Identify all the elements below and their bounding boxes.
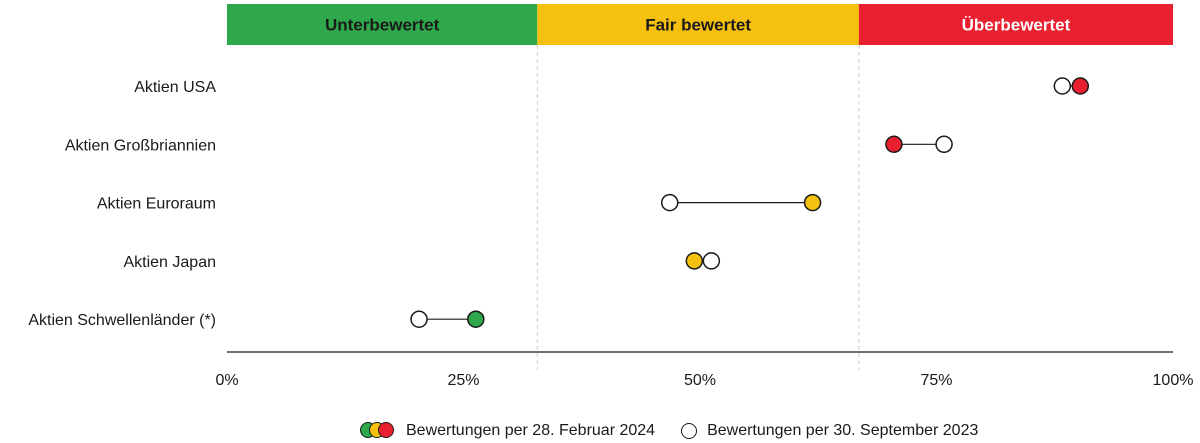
legend-red-dot-icon xyxy=(378,422,394,438)
zone-dividers xyxy=(536,45,860,370)
zone-label-1: Fair bewertet xyxy=(645,16,751,35)
legend-current-swatches xyxy=(360,422,400,440)
legend-current-label: Bewertungen per 28. Februar 2024 xyxy=(406,422,656,439)
x-tick-label-4: 100% xyxy=(1153,372,1194,389)
previous-point-2 xyxy=(660,193,679,212)
x-axis-ticks: 0% 25% 50% 75% 100% xyxy=(215,372,1193,389)
zone-band-1 xyxy=(537,4,859,45)
current-point-4 xyxy=(467,310,485,328)
category-label-1: Aktien Großbriannien xyxy=(65,137,216,154)
zone-label-0: Unterbewertet xyxy=(325,16,440,35)
category-label-3: Aktien Japan xyxy=(123,254,216,271)
valuation-chart: Unterbewertet Fair bewertet Überbewertet A… xyxy=(28,4,1193,389)
current-point-1 xyxy=(885,135,903,154)
current-point-3 xyxy=(685,252,704,270)
zone-label-2: Überbewertet xyxy=(962,16,1071,35)
current-point-0 xyxy=(1071,77,1090,95)
x-tick-label-3: 75% xyxy=(920,372,952,389)
legend: Bewertungen per 28. Februar 2024 Bewertu… xyxy=(360,419,1004,443)
legend-previous-label: Bewertungen per 30. September 2023 xyxy=(707,422,979,439)
x-tick-label-2: 50% xyxy=(684,372,716,389)
x-tick-label-1: 25% xyxy=(447,372,479,389)
previous-point-0 xyxy=(1053,77,1072,95)
zone-band-0 xyxy=(227,4,538,45)
category-rows: Aktien USA Aktien Großbriannien Aktien Eur… xyxy=(28,77,1090,329)
zone-band-2 xyxy=(858,4,1173,45)
previous-point-1 xyxy=(935,135,953,154)
valuation-zones: Unterbewertet Fair bewertet Überbewertet xyxy=(227,4,1173,45)
category-label-4: Aktien Schwellenländer (*) xyxy=(28,312,216,329)
x-tick-label-0: 0% xyxy=(215,372,238,389)
category-label-2: Aktien Euroraum xyxy=(97,196,216,213)
category-label-0: Aktien USA xyxy=(134,79,216,96)
legend-item-current: Bewertungen per 28. Februar 2024 xyxy=(360,422,655,440)
legend-item-previous: Bewertungen per 30. September 2023 xyxy=(681,422,978,440)
previous-point-3 xyxy=(702,252,721,270)
legend-open-circle-icon xyxy=(681,423,698,439)
previous-point-4 xyxy=(410,310,428,328)
current-point-2 xyxy=(803,193,822,212)
